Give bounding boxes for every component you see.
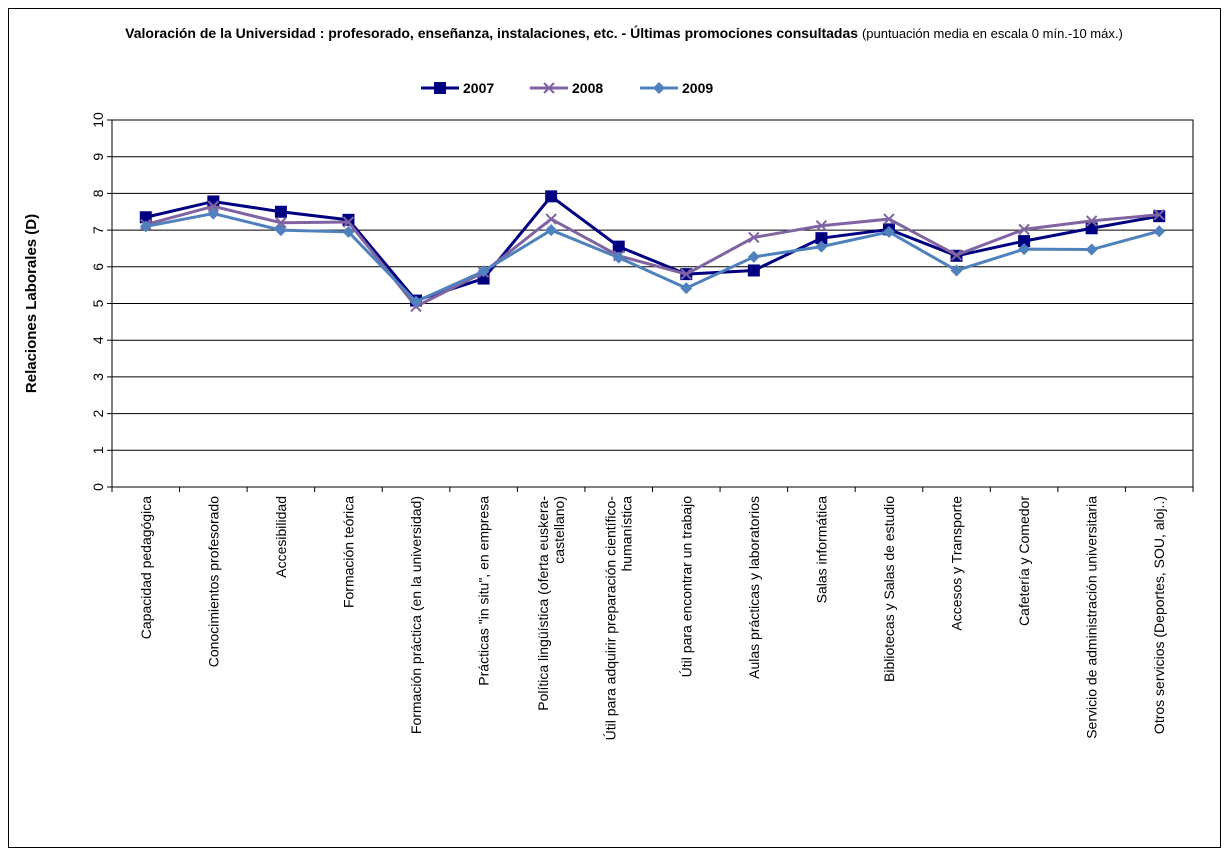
x-tick-label-line: castellano) bbox=[551, 496, 567, 564]
series-line bbox=[146, 196, 1159, 300]
x-tick-label-line: Útil para encontrar un trabajo bbox=[678, 496, 694, 678]
x-tick-label: Otros servicios (Deportes, SOU, aloj..) bbox=[1151, 496, 1167, 734]
x-tick-label-line: Formación teórica bbox=[340, 496, 356, 608]
x-tick-label: Salas informática bbox=[813, 496, 829, 604]
x-tick-label: Formación práctica (en la universidad) bbox=[408, 496, 424, 734]
x-axis-ticks bbox=[112, 487, 1193, 492]
x-tick-label-line: Accesibilidad bbox=[273, 496, 289, 578]
series-lines bbox=[140, 190, 1165, 311]
legend-label: 2008 bbox=[572, 80, 603, 96]
x-tick-label: Accesibilidad bbox=[273, 496, 289, 578]
x-tick-label-line: humanística bbox=[619, 496, 635, 572]
data-point-legend-2007 bbox=[434, 82, 446, 94]
y-tick-label: 8 bbox=[90, 189, 106, 197]
y-tick-label: 6 bbox=[90, 263, 106, 271]
data-point-legend-2009 bbox=[653, 82, 665, 94]
x-tick-label-line: Servicio de administración universitaria bbox=[1084, 496, 1100, 739]
y-axis-label: Relaciones Laborales (D) bbox=[23, 214, 40, 393]
legend: 2007 2008 2009 bbox=[421, 80, 713, 96]
x-tick-label: Política lingüística (oferta euskera-cas… bbox=[535, 496, 567, 711]
y-tick-label: 10 bbox=[90, 112, 106, 128]
series-2008 bbox=[141, 201, 1164, 311]
data-point-2007 bbox=[748, 264, 760, 276]
y-tick-label: 4 bbox=[90, 336, 106, 344]
y-tick-label: 7 bbox=[90, 226, 106, 234]
x-tick-label-line: Cafetería y Comedor bbox=[1016, 496, 1032, 626]
x-tick-label: Formación teórica bbox=[340, 496, 356, 608]
x-tick-label-line: Salas informática bbox=[813, 496, 829, 604]
data-point-2007 bbox=[545, 190, 557, 202]
x-tick-label-line: Útil para adquirir preparación científic… bbox=[603, 496, 619, 741]
x-tick-label: Cafetería y Comedor bbox=[1016, 496, 1032, 626]
data-point-2009 bbox=[680, 282, 692, 294]
data-point-2009 bbox=[1153, 225, 1165, 237]
data-point-2009 bbox=[748, 251, 760, 263]
series-2007 bbox=[140, 190, 1165, 306]
x-tick-label-line: Otros servicios (Deportes, SOU, aloj..) bbox=[1151, 496, 1167, 734]
x-tick-label-line: Accesos y Transporte bbox=[949, 496, 965, 631]
x-tick-label: Útil para encontrar un trabajo bbox=[678, 496, 694, 678]
data-point-2009 bbox=[1086, 244, 1098, 256]
y-tick-label: 2 bbox=[90, 409, 106, 417]
x-tick-label-line: Prácticas "in situ", en empresa bbox=[476, 496, 492, 686]
series-line bbox=[146, 206, 1159, 306]
x-tick-label: Prácticas "in situ", en empresa bbox=[476, 496, 492, 686]
x-tick-label-line: Política lingüística (oferta euskera- bbox=[535, 496, 551, 711]
x-tick-label: Útil para adquirir preparación científic… bbox=[603, 496, 635, 741]
x-tick-label: Bibliotecas y Salas de estudio bbox=[881, 496, 897, 682]
legend-item-2008: 2008 bbox=[530, 80, 603, 96]
y-tick-label: 0 bbox=[90, 483, 106, 491]
y-axis-ticks: 0 1 2 3 4 5 6 7 8 9 10 bbox=[90, 112, 112, 491]
x-tick-label-line: Capacidad pedagógica bbox=[138, 496, 154, 639]
x-tick-label: Accesos y Transporte bbox=[949, 496, 965, 631]
legend-label: 2009 bbox=[682, 80, 713, 96]
legend-item-2007: 2007 bbox=[421, 80, 494, 96]
x-axis-labels: Capacidad pedagógica Conocimientos profes… bbox=[138, 496, 1167, 741]
x-tick-label-line: Formación práctica (en la universidad) bbox=[408, 496, 424, 734]
data-point-2008 bbox=[546, 214, 556, 224]
x-tick-label: Conocimientos profesorado bbox=[205, 496, 221, 667]
legend-item-2009: 2009 bbox=[640, 80, 713, 96]
x-tick-label-line: Aulas prácticas y laboratorios bbox=[746, 496, 762, 679]
x-tick-label-line: Bibliotecas y Salas de estudio bbox=[881, 496, 897, 682]
y-tick-label: 3 bbox=[90, 373, 106, 381]
data-point-2009 bbox=[951, 264, 963, 276]
y-tick-label: 5 bbox=[90, 299, 106, 307]
y-tick-label: 1 bbox=[90, 446, 106, 454]
x-tick-label-line: Conocimientos profesorado bbox=[205, 496, 221, 667]
legend-label: 2007 bbox=[463, 80, 494, 96]
y-tick-label: 9 bbox=[90, 153, 106, 161]
x-tick-label: Capacidad pedagógica bbox=[138, 496, 154, 639]
x-tick-label: Servicio de administración universitaria bbox=[1084, 496, 1100, 739]
gridlines bbox=[112, 120, 1193, 487]
data-point-2007 bbox=[275, 206, 287, 218]
x-tick-label: Aulas prácticas y laboratorios bbox=[746, 496, 762, 679]
series-line bbox=[146, 214, 1159, 302]
